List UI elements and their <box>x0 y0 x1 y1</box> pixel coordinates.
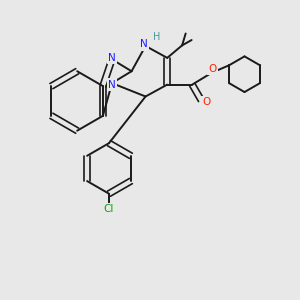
Text: Cl: Cl <box>104 204 114 214</box>
Text: N: N <box>108 80 116 90</box>
Text: O: O <box>202 98 211 107</box>
Text: H: H <box>153 32 160 42</box>
Text: N: N <box>140 40 148 50</box>
Text: N: N <box>108 53 116 63</box>
Text: O: O <box>208 64 217 74</box>
